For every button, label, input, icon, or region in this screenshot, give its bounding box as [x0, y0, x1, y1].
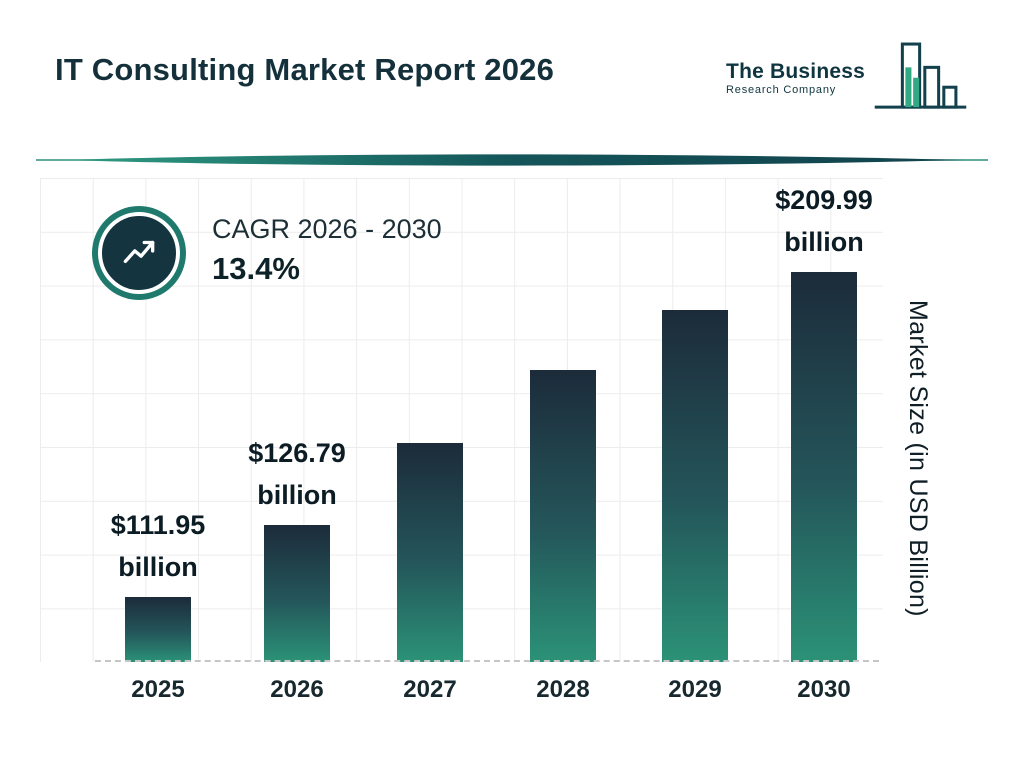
cagr-badge: CAGR 2026 - 2030 13.4% [92, 206, 442, 300]
x-axis-label-2025: 2025 [131, 676, 185, 703]
company-logo-name: The Business [726, 59, 865, 83]
company-logo-text: The Business Research Company [726, 59, 865, 97]
x-axis-label-2026: 2026 [270, 676, 324, 703]
bar-value-label-2030: $209.99 billion [775, 185, 873, 258]
divider-swoosh [36, 148, 988, 172]
bar-2026 [264, 525, 330, 662]
bar-2027 [397, 443, 463, 662]
bar-chart-logo-icon [873, 40, 968, 117]
bar-group-2027 [397, 178, 463, 662]
cagr-text: CAGR 2026 - 2030 13.4% [212, 206, 442, 287]
cagr-label: CAGR 2026 - 2030 [212, 214, 442, 244]
trend-up-arrow-icon [98, 212, 180, 294]
x-axis-labels: 2025 2026 2027 2028 2029 2030 [40, 676, 883, 716]
x-axis-label-2029: 2029 [668, 676, 722, 703]
company-logo-subname: Research Company [726, 83, 837, 96]
y-axis-label: Market Size (in USD Billion) [904, 299, 932, 617]
bar-value-label-2026: $126.79 billion [248, 438, 346, 511]
bar-2028 [530, 370, 596, 662]
bar-group-2030: $209.99 billion [775, 178, 873, 662]
bar-2029 [662, 310, 728, 662]
x-axis-label-2028: 2028 [536, 676, 590, 703]
bar-group-2026: $126.79 billion [248, 178, 346, 662]
cagr-circle [92, 206, 186, 300]
bar-2025 [125, 597, 191, 662]
company-logo: The Business Research Company [726, 40, 968, 117]
bar-value-label-2025: $111.95 billion [110, 510, 206, 583]
x-axis-label-2030: 2030 [797, 676, 851, 703]
bar-group-2025: $111.95 billion [111, 178, 205, 662]
x-axis-line [95, 660, 879, 662]
x-axis-label-2027: 2027 [403, 676, 457, 703]
bar-group-2028 [530, 178, 596, 662]
page-title: IT Consulting Market Report 2026 [55, 52, 555, 87]
bar-2030 [791, 272, 857, 662]
cagr-value: 13.4% [212, 251, 300, 286]
bar-group-2029 [662, 178, 728, 662]
